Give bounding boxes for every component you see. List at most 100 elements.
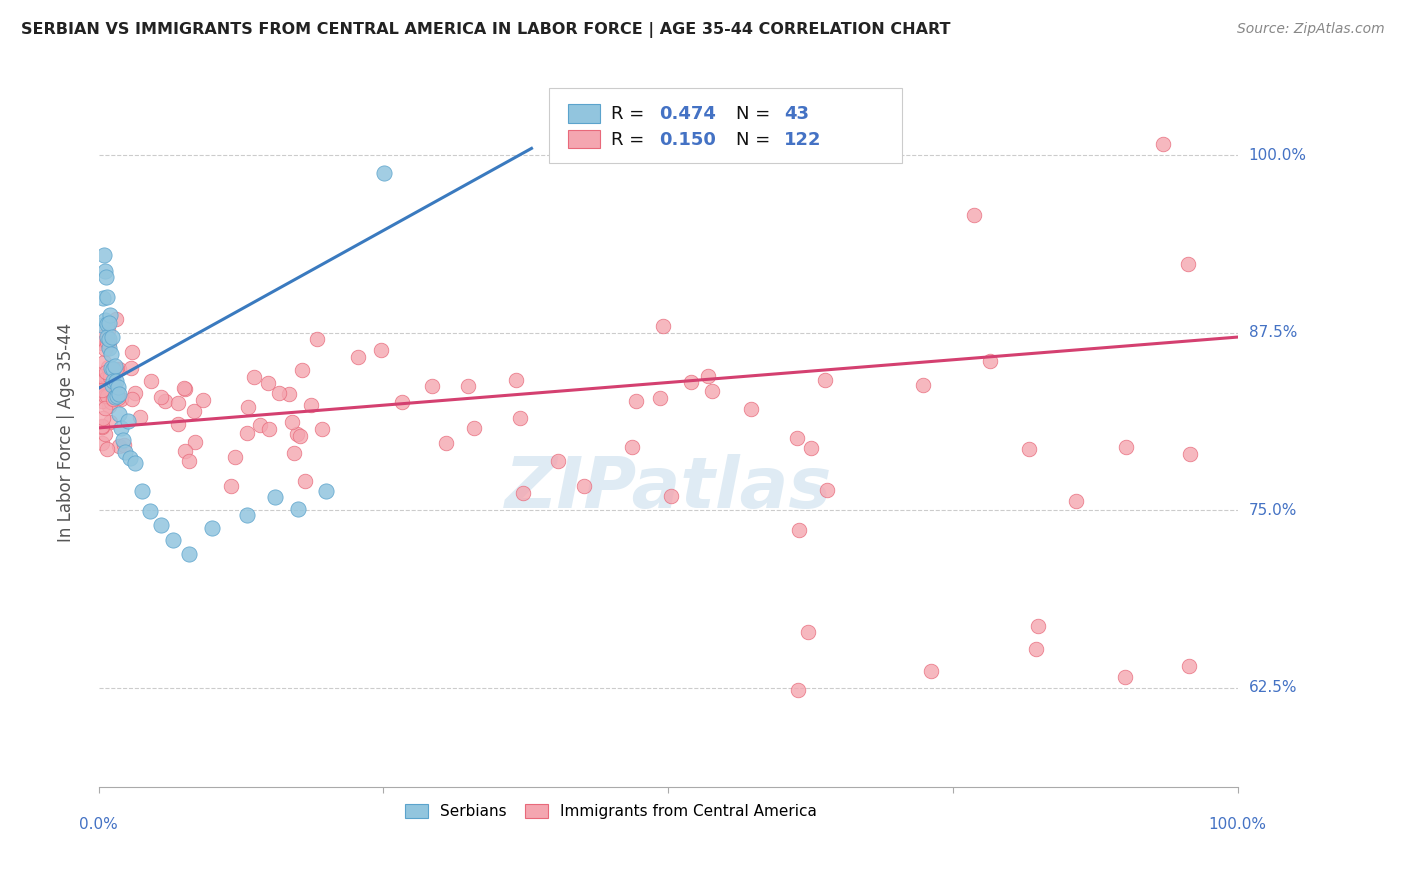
Text: 43: 43 [785, 105, 810, 123]
Legend: Serbians, Immigrants from Central America: Serbians, Immigrants from Central Americ… [399, 797, 824, 825]
Text: 100.0%: 100.0% [1249, 148, 1306, 163]
Point [235, 425, 257, 440]
Point [93, 263, 115, 277]
Point [97, 323, 120, 337]
Point [814, 373, 837, 387]
Point [94, 372, 117, 386]
Point [105, 389, 128, 403]
Point [287, 502, 309, 516]
Point [1114, 670, 1136, 684]
Point [700, 384, 723, 398]
Point [112, 438, 135, 452]
Point [184, 434, 207, 449]
Point [183, 404, 205, 418]
Text: N =: N = [737, 105, 776, 123]
Point [94, 342, 117, 356]
Point [101, 375, 124, 389]
Point [121, 392, 143, 406]
Point [117, 414, 139, 428]
Point [150, 517, 173, 532]
Point [108, 407, 131, 421]
Point [278, 386, 301, 401]
Point [651, 318, 673, 333]
Point [101, 361, 124, 376]
Point [1066, 494, 1088, 508]
Point [107, 362, 129, 376]
Point [243, 370, 266, 384]
Point [1178, 658, 1201, 673]
Point [105, 384, 128, 399]
Point [96, 290, 118, 304]
Point [281, 416, 304, 430]
Point [103, 386, 125, 401]
Point [94, 269, 117, 284]
Point [107, 392, 129, 406]
Point [155, 393, 177, 408]
Point [96, 389, 118, 403]
Point [103, 379, 125, 393]
Point [787, 683, 810, 698]
Point [547, 454, 569, 468]
Point [173, 382, 195, 396]
Point [920, 665, 942, 679]
Point [815, 483, 838, 498]
Point [620, 440, 643, 454]
Point [979, 354, 1001, 368]
Point [91, 379, 114, 393]
Point [512, 486, 534, 500]
Point [219, 478, 242, 492]
Point [96, 370, 118, 384]
Point [94, 388, 117, 402]
Point [457, 379, 479, 393]
Point [104, 359, 127, 374]
Point [463, 420, 485, 434]
Point [259, 422, 281, 436]
Point [111, 433, 134, 447]
Point [264, 490, 287, 504]
Point [912, 378, 935, 392]
Text: R =: R = [612, 131, 650, 149]
Point [236, 508, 259, 522]
Point [97, 359, 120, 374]
Point [100, 369, 122, 384]
Point [1178, 447, 1201, 461]
Point [963, 208, 986, 222]
Point [104, 374, 127, 388]
Point [128, 410, 150, 425]
Point [124, 457, 146, 471]
Point [96, 330, 118, 344]
Point [103, 392, 125, 406]
Point [659, 490, 682, 504]
Point [93, 401, 115, 415]
Point [681, 375, 703, 389]
Point [347, 350, 370, 364]
Point [201, 521, 224, 535]
Point [107, 386, 129, 401]
Point [105, 361, 128, 376]
FancyBboxPatch shape [568, 104, 600, 123]
Point [98, 415, 121, 429]
Point [96, 334, 118, 349]
Text: R =: R = [612, 105, 650, 123]
Point [121, 345, 143, 359]
Point [787, 523, 810, 537]
Text: 100.0%: 100.0% [1209, 817, 1267, 832]
Point [120, 451, 142, 466]
Point [98, 333, 121, 347]
Point [96, 317, 118, 331]
Point [114, 445, 136, 459]
Point [91, 335, 114, 350]
Point [285, 426, 308, 441]
Point [97, 389, 120, 403]
Point [179, 548, 201, 562]
Point [101, 330, 124, 344]
Point [150, 390, 173, 404]
Text: Source: ZipAtlas.com: Source: ZipAtlas.com [1237, 22, 1385, 37]
Point [104, 390, 127, 404]
Point [91, 318, 114, 332]
Point [420, 379, 443, 393]
Point [100, 361, 122, 376]
Text: 87.5%: 87.5% [1249, 326, 1296, 341]
Point [93, 248, 115, 262]
Point [291, 362, 314, 376]
